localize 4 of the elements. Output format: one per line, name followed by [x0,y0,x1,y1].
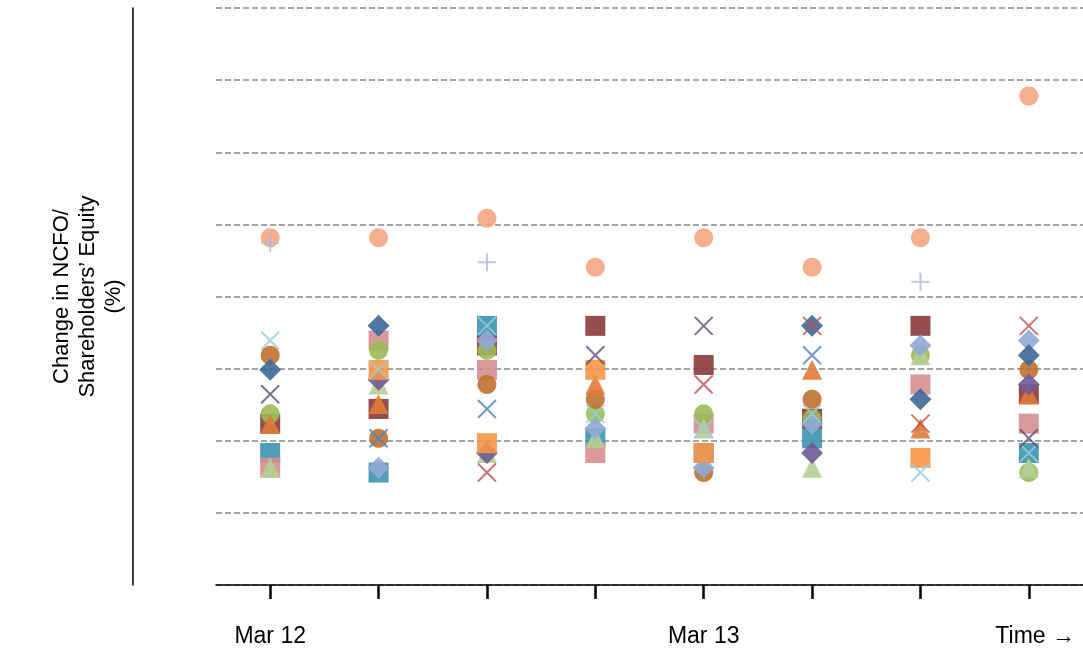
x-tick-label: Mar 12 [234,621,306,648]
y-axis-title: Change in NCFO/ Shareholders’ Equity (%) [47,195,125,398]
x-axis-title: Time → [995,621,1075,648]
x-tick-label: Mar 13 [667,621,740,648]
